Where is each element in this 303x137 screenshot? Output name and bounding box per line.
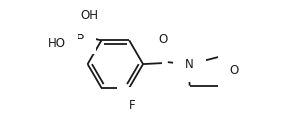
Text: HO: HO <box>48 37 66 50</box>
Text: O: O <box>158 33 168 46</box>
Text: OH: OH <box>81 9 98 22</box>
Text: O: O <box>230 64 239 77</box>
Text: F: F <box>129 99 135 112</box>
Text: N: N <box>185 58 194 71</box>
Text: B: B <box>75 29 84 42</box>
